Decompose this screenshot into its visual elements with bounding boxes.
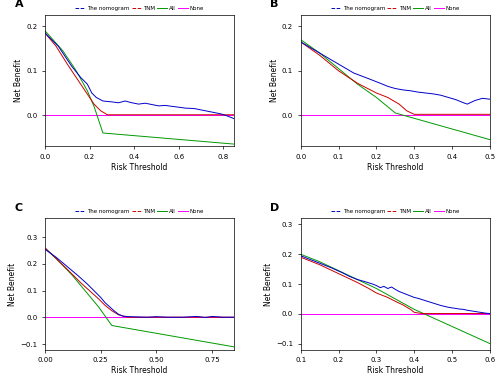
X-axis label: Risk Threshold: Risk Threshold bbox=[367, 163, 424, 172]
Text: C: C bbox=[14, 203, 23, 213]
Text: B: B bbox=[270, 0, 278, 10]
Text: D: D bbox=[270, 203, 280, 213]
X-axis label: Risk Threshold: Risk Threshold bbox=[112, 163, 168, 172]
Y-axis label: Net Benefit: Net Benefit bbox=[14, 59, 24, 102]
Legend: The nomogram, TNM, All, None: The nomogram, TNM, All, None bbox=[76, 6, 204, 11]
Y-axis label: Net Benefit: Net Benefit bbox=[8, 263, 18, 306]
Y-axis label: Net Benefit: Net Benefit bbox=[270, 59, 279, 102]
Text: A: A bbox=[14, 0, 24, 10]
X-axis label: Risk Threshold: Risk Threshold bbox=[112, 366, 168, 375]
Legend: The nomogram, TNM, All, None: The nomogram, TNM, All, None bbox=[76, 209, 204, 214]
Legend: The nomogram, TNM, All, None: The nomogram, TNM, All, None bbox=[331, 6, 460, 11]
Legend: The nomogram, TNM, All, None: The nomogram, TNM, All, None bbox=[331, 209, 460, 214]
Y-axis label: Net Benefit: Net Benefit bbox=[264, 263, 273, 306]
X-axis label: Risk Threshold: Risk Threshold bbox=[367, 366, 424, 375]
